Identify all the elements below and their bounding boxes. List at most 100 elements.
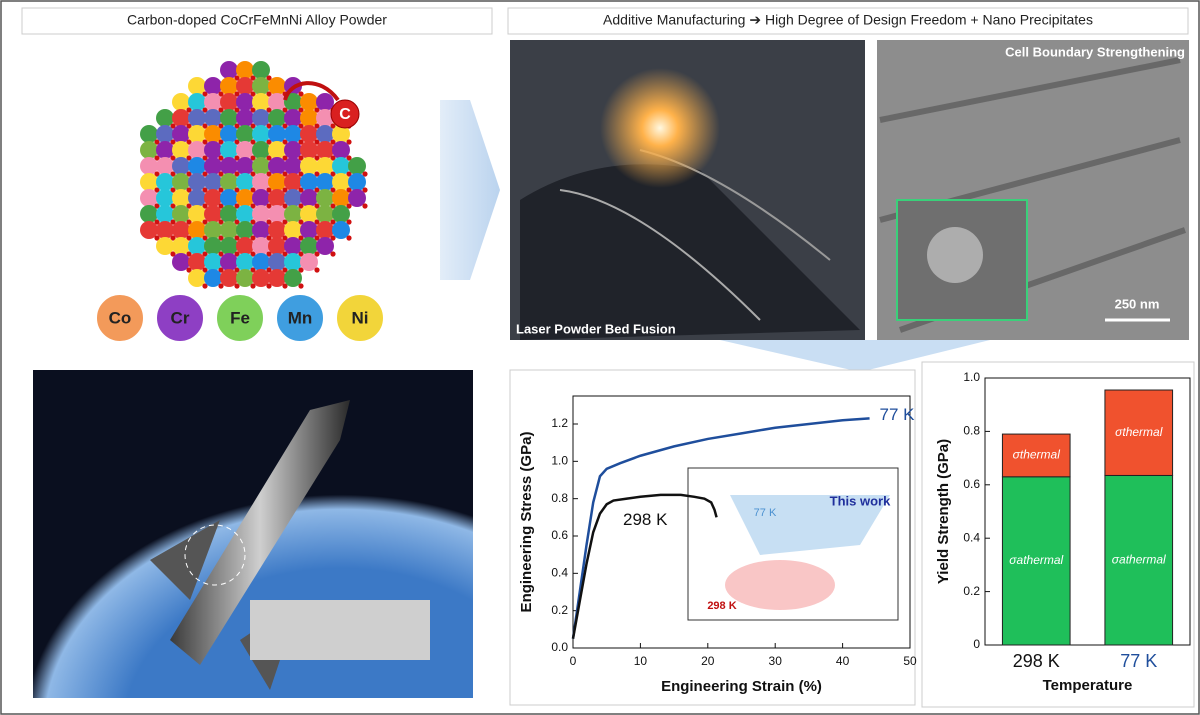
carbon-dot	[330, 155, 336, 161]
atom	[348, 173, 366, 191]
atom	[236, 189, 254, 207]
element-legend: Co Cr Fe Mn Ni	[95, 293, 385, 343]
carbon-dot	[266, 267, 272, 273]
atom	[204, 205, 222, 223]
carbon-dot	[250, 267, 256, 273]
carbon-dot	[346, 203, 352, 209]
x-tick-label: 20	[701, 654, 715, 668]
atom	[268, 269, 286, 287]
carbon-dot	[202, 203, 208, 209]
atom	[220, 157, 238, 175]
atom	[140, 125, 158, 143]
carbon-dot	[234, 235, 240, 241]
atom	[236, 253, 254, 271]
atom	[172, 205, 190, 223]
atom	[204, 125, 222, 143]
x-tick-label: 30	[769, 654, 783, 668]
atom	[172, 173, 190, 191]
atom	[252, 237, 270, 255]
carbon-dot	[186, 235, 192, 241]
powder-title: Carbon-doped CoCrFeMnNi Alloy Powder	[127, 12, 387, 28]
atom	[268, 141, 286, 159]
atom	[220, 221, 238, 239]
atom	[268, 237, 286, 255]
atom	[236, 237, 254, 255]
carbon-dot	[250, 283, 256, 289]
carbon-dot	[170, 251, 176, 257]
carbon-dot	[314, 187, 320, 193]
carbon-dot	[202, 171, 208, 177]
inset-label: 298 K	[707, 600, 736, 612]
atom	[300, 237, 318, 255]
carbon-dot	[266, 91, 272, 97]
carbon-dot	[218, 203, 224, 209]
carbon-dot	[250, 107, 256, 113]
carbon-dot	[298, 155, 304, 161]
atom	[220, 253, 238, 271]
carbon-dot	[202, 155, 208, 161]
carbon-dot	[298, 235, 304, 241]
carbon-dot	[186, 171, 192, 177]
atom	[236, 221, 254, 239]
carbon-dot	[266, 107, 272, 113]
atom	[284, 237, 302, 255]
atom	[220, 237, 238, 255]
carbon-dot	[346, 171, 352, 177]
carbon-dot	[314, 203, 320, 209]
highlight	[184, 524, 246, 586]
carbon-dot	[298, 219, 304, 225]
x-tick-label: 50	[903, 654, 917, 668]
arrow	[283, 81, 340, 102]
carbon-dot	[314, 267, 320, 273]
carbon-dot	[170, 155, 176, 161]
segment-label: σthermal	[1013, 448, 1061, 462]
atom	[220, 61, 238, 79]
atom	[268, 205, 286, 223]
atom	[156, 125, 174, 143]
y-tick-label: 0.4	[963, 530, 980, 544]
part	[520, 164, 860, 340]
carbon-dot	[314, 171, 320, 177]
carbon-dot	[218, 251, 224, 257]
atom	[252, 221, 270, 239]
atom	[252, 269, 270, 287]
atom	[268, 253, 286, 271]
carbon-dot	[234, 251, 240, 257]
atom	[172, 125, 190, 143]
carbon-dot	[154, 235, 160, 241]
carbon-dot	[234, 219, 240, 225]
atom	[188, 125, 206, 143]
atom	[284, 173, 302, 191]
atom	[156, 237, 174, 255]
bar-segment	[1104, 474, 1174, 646]
element-ball	[215, 293, 265, 343]
atom	[188, 157, 206, 175]
atom	[204, 109, 222, 127]
bar-segment	[1001, 476, 1071, 646]
segment-label: σthermal	[1115, 425, 1163, 439]
carbon-label: C	[339, 106, 351, 123]
atom	[268, 77, 286, 95]
atom	[156, 189, 174, 207]
carbon-dot	[362, 187, 368, 193]
atom	[300, 253, 318, 271]
carbon-dot	[298, 107, 304, 113]
atom	[172, 93, 190, 111]
y-tick-label: 0.6	[551, 528, 568, 542]
carbon-dot	[234, 107, 240, 113]
atom	[284, 269, 302, 287]
carbon-dot	[202, 91, 208, 97]
atom	[220, 125, 238, 143]
atom	[140, 221, 158, 239]
carbon-dot	[282, 139, 288, 145]
atom	[252, 93, 270, 111]
atom	[236, 173, 254, 191]
atom	[204, 253, 222, 271]
carbon-dot	[170, 171, 176, 177]
inset-label: 77 K	[754, 507, 777, 519]
y-tick-label: 1.2	[551, 416, 568, 430]
carbon-dot	[154, 219, 160, 225]
carbon-dot	[266, 235, 272, 241]
atom	[316, 189, 334, 207]
header-box	[507, 7, 1189, 35]
